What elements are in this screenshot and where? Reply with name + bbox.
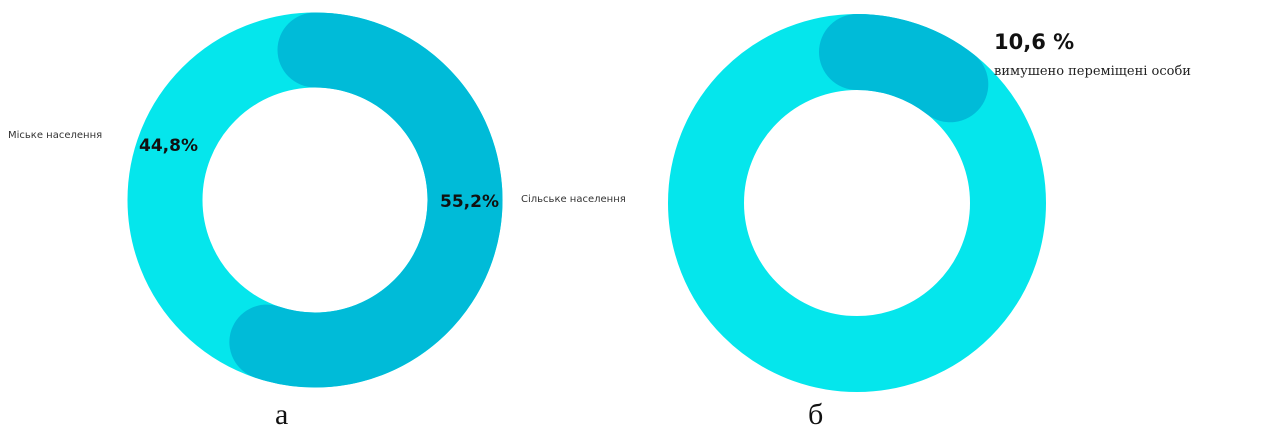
slice-label-urban: Міське населення (8, 130, 103, 141)
donut-chart-a (127, 12, 503, 388)
panel-label-a: а (275, 398, 289, 430)
slice-label-rural: Сільське населення (521, 194, 626, 205)
panel-label-b: б (808, 398, 824, 430)
donut-chart-b (668, 14, 1046, 392)
donut-a-slice-0 (229, 12, 503, 388)
slice-label-idp: вимушено переміщені особи (994, 64, 1191, 79)
data-label-idp: 10,6 % (994, 30, 1075, 54)
data-label-rural: 55,2% (440, 192, 499, 212)
donut-b-slice-0 (819, 14, 989, 123)
data-label-urban: 44,8% (139, 136, 198, 156)
